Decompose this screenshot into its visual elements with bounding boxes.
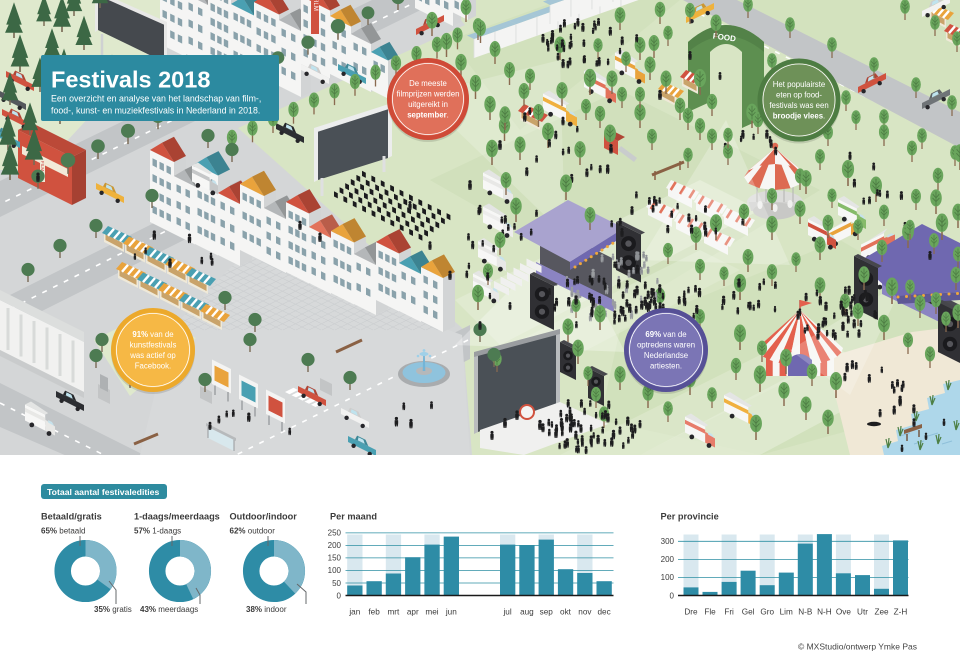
svg-text:Ove: Ove bbox=[836, 608, 851, 617]
svg-text:Het populairste: Het populairste bbox=[773, 80, 825, 89]
svg-text:43% meerdaags: 43% meerdaags bbox=[140, 605, 198, 614]
svg-text:jun: jun bbox=[445, 608, 457, 617]
svg-text:250: 250 bbox=[328, 529, 342, 538]
svg-text:eten op food-: eten op food- bbox=[776, 91, 822, 100]
svg-text:Nederlandse: Nederlandse bbox=[644, 351, 688, 360]
svg-text:© MXStudio/ontwerp Ymke Pas: © MXStudio/ontwerp Ymke Pas bbox=[798, 642, 917, 652]
svg-text:nov: nov bbox=[578, 608, 592, 617]
svg-text:0: 0 bbox=[670, 591, 675, 600]
svg-text:mei: mei bbox=[425, 608, 438, 617]
svg-text:Fri: Fri bbox=[724, 608, 734, 617]
svg-text:dec: dec bbox=[597, 608, 610, 617]
svg-text:50: 50 bbox=[332, 579, 341, 588]
svg-text:Totaal aantal festivaledities: Totaal aantal festivaledities bbox=[47, 487, 160, 497]
svg-text:jan: jan bbox=[348, 608, 360, 617]
svg-text:100: 100 bbox=[328, 566, 342, 575]
svg-text:1-daags/meerdaags: 1-daags/meerdaags bbox=[134, 512, 220, 522]
svg-text:kunstfestivals: kunstfestivals bbox=[130, 341, 177, 350]
svg-text:aug: aug bbox=[520, 608, 534, 617]
svg-text:100: 100 bbox=[661, 573, 675, 582]
svg-text:filmprijzen werden: filmprijzen werden bbox=[397, 90, 460, 99]
svg-text:Per provincie: Per provincie bbox=[661, 512, 719, 522]
svg-text:mrt: mrt bbox=[387, 608, 400, 617]
svg-text:200: 200 bbox=[328, 541, 342, 550]
svg-text:150: 150 bbox=[328, 554, 342, 563]
svg-text:FILM: FILM bbox=[40, 161, 45, 172]
svg-text:food-, kunst- en muziekfestiva: food-, kunst- en muziekfestivals in Nede… bbox=[51, 106, 260, 116]
svg-text:65% betaald: 65% betaald bbox=[41, 527, 85, 536]
svg-text:Outdoor/indoor: Outdoor/indoor bbox=[230, 512, 298, 522]
svg-text:broodje vlees.: broodje vlees. bbox=[773, 112, 825, 121]
svg-text:Een overzicht en analyse van h: Een overzicht en analyse van het landsch… bbox=[51, 94, 261, 104]
svg-text:Gel: Gel bbox=[742, 608, 755, 617]
svg-text:De meeste: De meeste bbox=[409, 79, 447, 88]
svg-text:Gro: Gro bbox=[760, 608, 774, 617]
svg-text:69% van de: 69% van de bbox=[645, 330, 686, 339]
svg-text:uitgereikt in: uitgereikt in bbox=[408, 100, 448, 109]
svg-text:okt: okt bbox=[560, 608, 572, 617]
svg-text:was actief op: was actief op bbox=[129, 351, 176, 360]
svg-text:Utr: Utr bbox=[857, 608, 868, 617]
svg-text:Lim: Lim bbox=[780, 608, 793, 617]
svg-text:57% 1-daags: 57% 1-daags bbox=[134, 527, 181, 536]
svg-text:FILM: FILM bbox=[312, 0, 318, 11]
svg-text:38% indoor: 38% indoor bbox=[246, 605, 287, 614]
svg-text:Festivals 2018: Festivals 2018 bbox=[51, 67, 210, 93]
svg-text:35% gratis: 35% gratis bbox=[94, 605, 132, 614]
svg-text:N-B: N-B bbox=[798, 608, 813, 617]
svg-text:optredens waren: optredens waren bbox=[637, 341, 695, 350]
svg-text:0: 0 bbox=[337, 591, 342, 600]
svg-text:300: 300 bbox=[661, 537, 675, 546]
svg-text:N-H: N-H bbox=[817, 608, 832, 617]
svg-text:FOOD: FOOD bbox=[712, 31, 736, 43]
svg-text:jul: jul bbox=[502, 608, 511, 617]
svg-text:200: 200 bbox=[661, 555, 675, 564]
svg-text:apr: apr bbox=[407, 608, 419, 617]
svg-text:Fle: Fle bbox=[704, 608, 716, 617]
svg-text:Zee: Zee bbox=[874, 608, 889, 617]
svg-text:sep: sep bbox=[540, 608, 554, 617]
svg-text:Z-H: Z-H bbox=[894, 608, 908, 617]
svg-text:Per maand: Per maand bbox=[330, 512, 377, 522]
svg-text:Betaald/gratis: Betaald/gratis bbox=[41, 512, 102, 522]
svg-text:festivals was een: festivals was een bbox=[769, 101, 828, 110]
svg-text:Dre: Dre bbox=[684, 608, 698, 617]
svg-text:91% van de: 91% van de bbox=[132, 330, 173, 339]
svg-text:Facebook.: Facebook. bbox=[135, 362, 171, 371]
svg-text:feb: feb bbox=[368, 608, 380, 617]
svg-text:artiesten.: artiesten. bbox=[650, 362, 682, 371]
svg-text:september.: september. bbox=[407, 111, 449, 120]
svg-text:62% outdoor: 62% outdoor bbox=[230, 527, 276, 536]
